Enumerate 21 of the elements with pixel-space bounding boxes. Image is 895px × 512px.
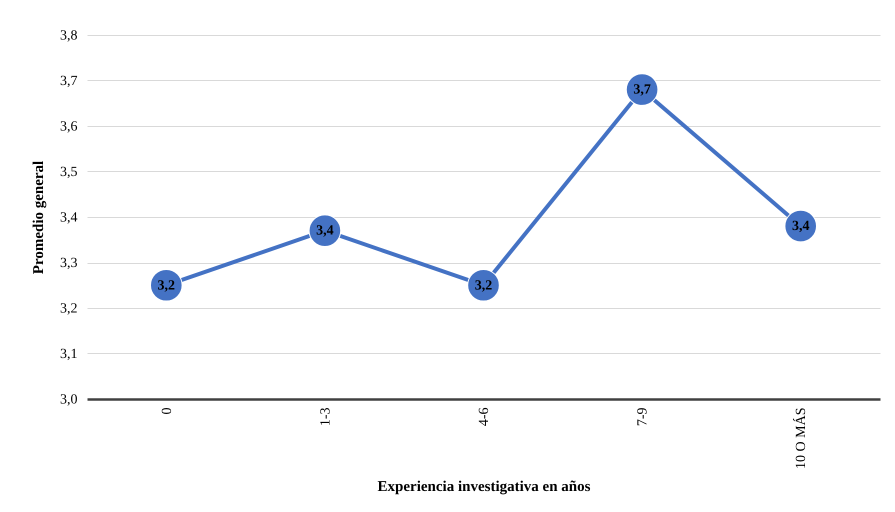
y-axis-title: Promedio general [31, 160, 47, 274]
x-axis-title: Experiencia investigativa en años [378, 478, 591, 495]
y-tick-label: 3,7 [60, 74, 78, 89]
data-label: 3,4 [316, 224, 334, 239]
x-tick-label: 4-6 [477, 408, 492, 426]
data-label: 3,7 [633, 82, 651, 98]
data-label: 3,4 [792, 219, 810, 234]
x-tick-label: 7-9 [636, 408, 651, 426]
y-tick-label: 3,6 [60, 120, 78, 134]
y-tick-label: 3,0 [60, 392, 78, 408]
y-tick-label: 3,4 [60, 210, 78, 226]
x-tick-label: 10 O MÁS [792, 408, 810, 469]
y-tick-label: 3,3 [60, 256, 78, 271]
data-label: 3,2 [474, 278, 492, 294]
y-tick-label: 3,8 [60, 28, 78, 44]
x-tick-label: 0 [160, 408, 175, 414]
y-tick-label: 3,1 [60, 347, 78, 362]
data-label: 3,2 [158, 278, 176, 294]
x-tick-label: 1-3 [318, 408, 334, 426]
y-tick-label: 3,2 [60, 302, 78, 316]
y-tick-label: 3,5 [60, 165, 78, 180]
